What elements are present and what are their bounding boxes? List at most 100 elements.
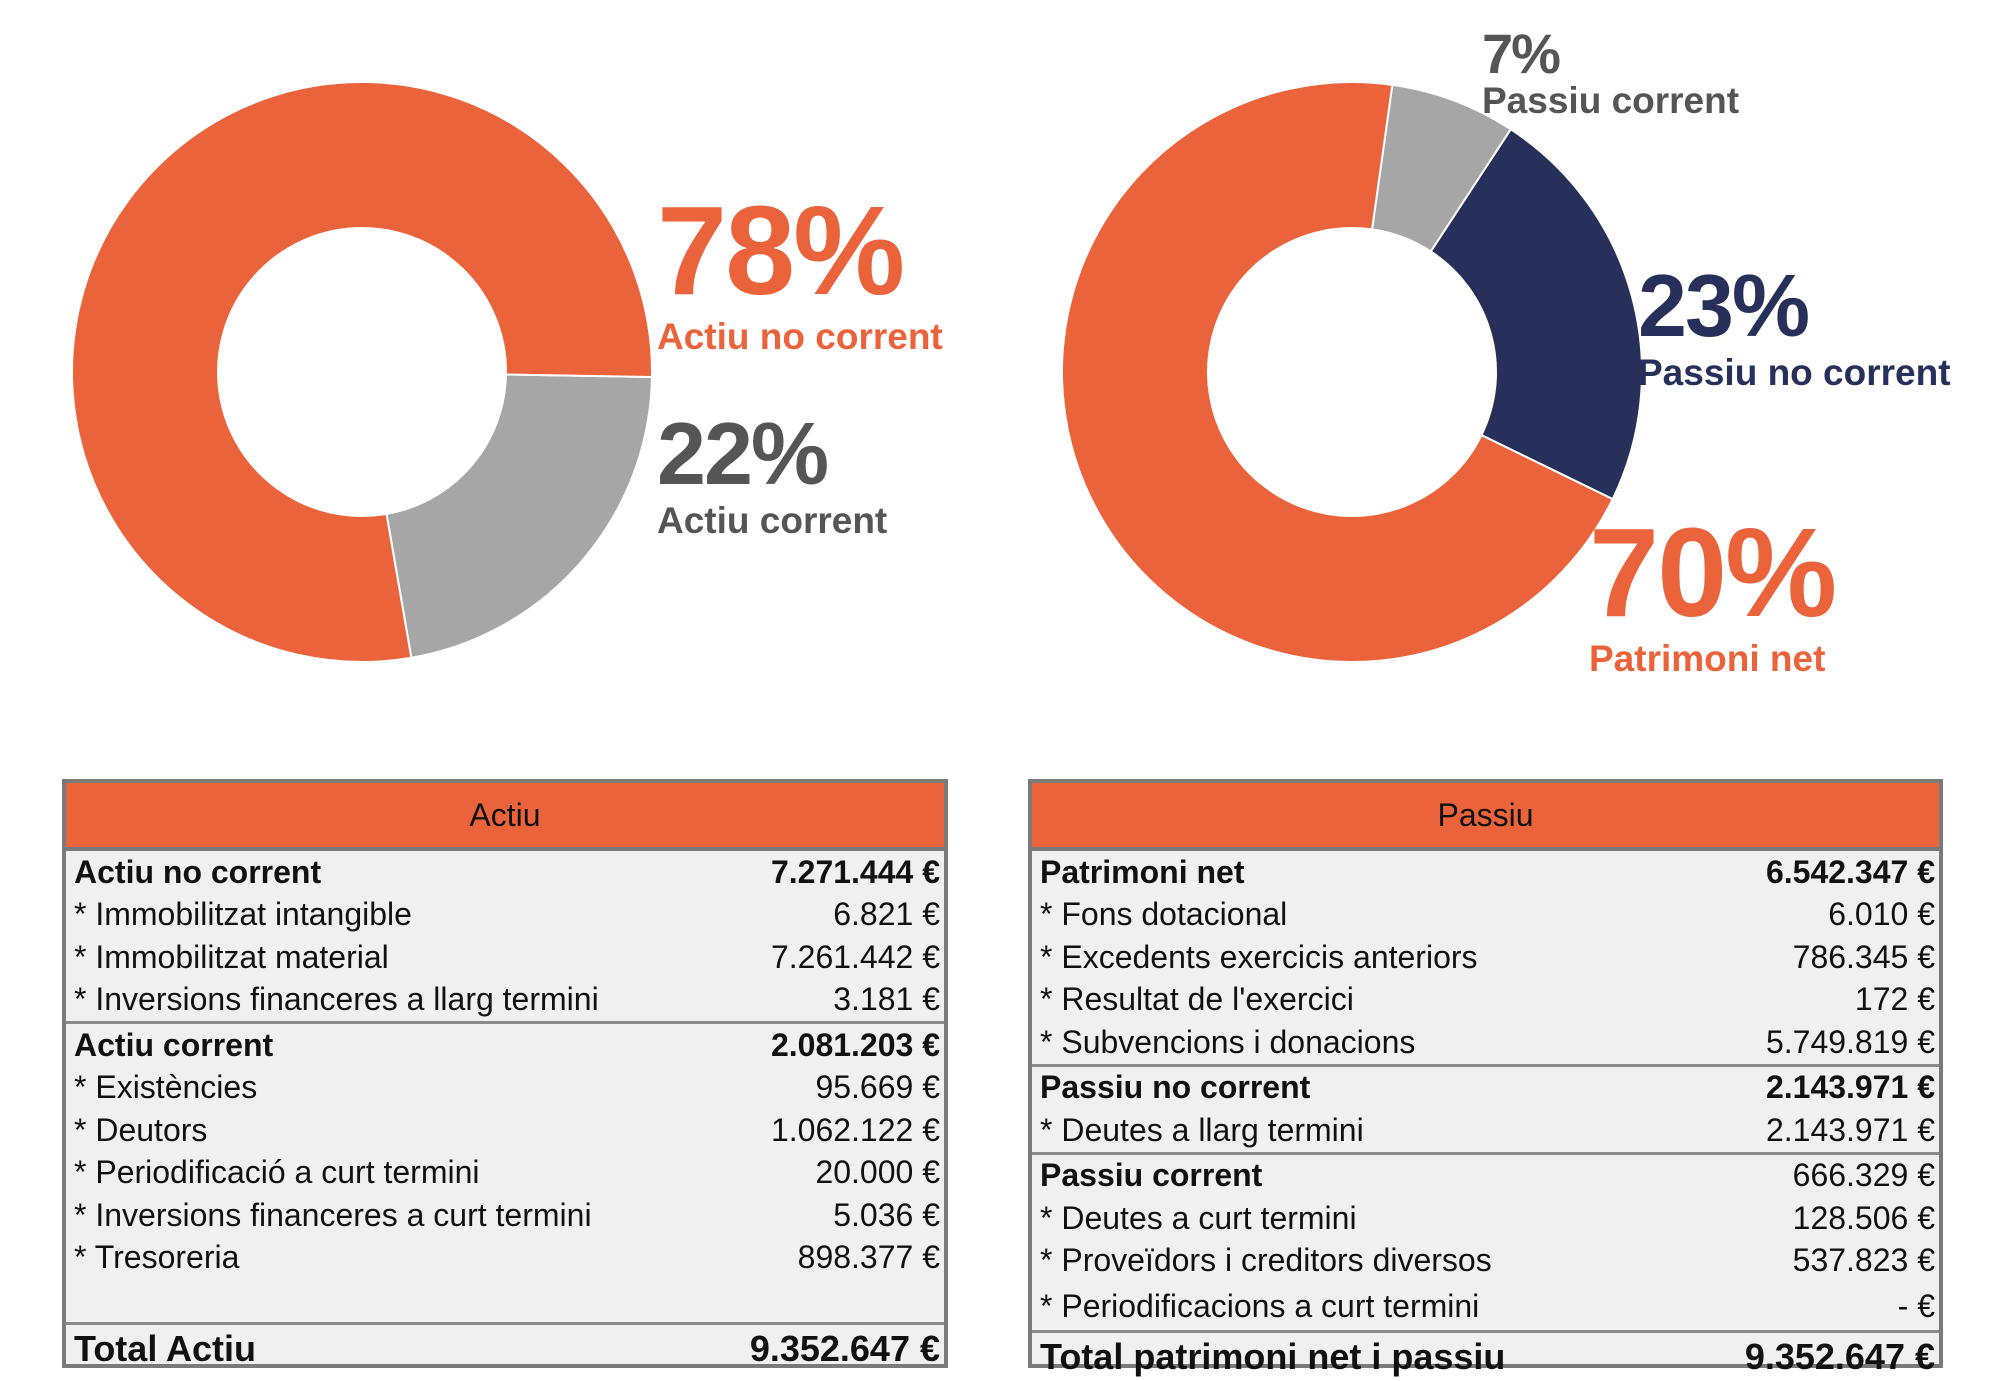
table-row: * Inversions financeres a llarg termini 3…: [66, 979, 944, 1022]
row-value: 6.542.347 €: [1765, 853, 1935, 890]
passiu-slice-patrimoni-net: [1061, 81, 1614, 663]
row-label: Passiu corrent: [1040, 1157, 1263, 1194]
table-row: Actiu no corrent 7.271.444 €: [66, 851, 944, 894]
passiu-donut-chart: [1061, 81, 1643, 663]
row-label: * Excedents exercicis anteriors: [1040, 938, 1478, 975]
row-label: Actiu no corrent: [74, 853, 322, 890]
row-label: Passiu no corrent: [1040, 1069, 1311, 1106]
row-value: 666.329 €: [1792, 1157, 1935, 1194]
name-passiu-corrent: Passiu corrent: [1482, 80, 1740, 121]
row-value: 6.010 €: [1828, 896, 1935, 933]
table-row: Passiu no corrent 2.143.971 €: [1032, 1067, 1939, 1110]
total-label: Total Actiu: [74, 1327, 256, 1369]
row-value: 128.506 €: [1792, 1199, 1935, 1236]
table-row: * Resultat de l'exercici 172 €: [1032, 979, 1939, 1022]
passiu-group-corrent: Passiu corrent 666.329 € * Deutes a curt …: [1032, 1155, 1939, 1333]
table-row: * Fons dotacional 6.010 €: [1032, 894, 1939, 937]
label-passiu-corrent: 7% Passiu corrent: [1482, 22, 1740, 121]
table-row: * Periodificació a curt termini 20.000 €: [66, 1152, 944, 1195]
row-value: 20.000 €: [815, 1154, 940, 1191]
pct-passiu-corrent: 7%: [1482, 22, 1561, 85]
passiu-table: Passiu Patrimoni net 6.542.347 € * Fons d…: [1028, 779, 1943, 1377]
row-value: 786.345 €: [1792, 938, 1935, 975]
row-label: * Tresoreria: [74, 1239, 240, 1276]
row-value: 7.271.444 €: [770, 853, 940, 890]
pct-actiu-corrent: 22%: [657, 404, 829, 503]
label-actiu-corrent: 22% Actiu corrent: [657, 404, 888, 541]
empty-row: [66, 1279, 944, 1322]
name-actiu-no-corrent: Actiu no corrent: [657, 316, 943, 357]
row-label: Patrimoni net: [1040, 853, 1245, 890]
row-value: 2.081.203 €: [770, 1026, 940, 1063]
passiu-table-header: Passiu: [1032, 783, 1939, 851]
row-label: * Resultat de l'exercici: [1040, 981, 1354, 1018]
table-row: * Deutes a llarg termini 2.143.971 €: [1032, 1109, 1939, 1152]
name-passiu-no-corrent: Passiu no corrent: [1638, 352, 1951, 393]
actiu-group-no-corrent: Actiu no corrent 7.271.444 € * Immobilitz…: [66, 851, 944, 1024]
pct-passiu-no-corrent: 23%: [1638, 256, 1810, 355]
row-label: * Subvencions i donacions: [1040, 1023, 1416, 1060]
pct-actiu-no-corrent: 78%: [657, 180, 905, 321]
label-patrimoni-net: 70% Patrimoni net: [1589, 502, 1837, 679]
passiu-group-no-corrent: Passiu no corrent 2.143.971 € * Deutes a …: [1032, 1067, 1939, 1155]
table-row: * Periodificacions a curt termini - €: [1032, 1282, 1939, 1330]
row-label: Actiu corrent: [74, 1026, 274, 1063]
row-value: 2.143.971 €: [1765, 1069, 1935, 1106]
total-label: Total patrimoni net i passiu: [1040, 1336, 1506, 1377]
actiu-total-row: Total Actiu 9.352.647 €: [66, 1325, 944, 1373]
row-value: 5.749.819 €: [1765, 1023, 1935, 1060]
table-row: * Existències 95.669 €: [66, 1067, 944, 1110]
row-value: 2.143.971 €: [1765, 1111, 1935, 1148]
actiu-slice-actiu-corrent: [385, 373, 653, 659]
table-row: * Subvencions i donacions 5.749.819 €: [1032, 1021, 1939, 1064]
row-label: * Existències: [74, 1069, 258, 1106]
row-label: * Immobilitzat material: [74, 938, 389, 975]
table-row: * Excedents exercicis anteriors 786.345 €: [1032, 936, 1939, 979]
row-value: 5.036 €: [833, 1196, 940, 1233]
row-value: 3.181 €: [833, 981, 940, 1018]
row-label: * Immobilitzat intangible: [74, 896, 412, 933]
table-row: * Immobilitzat intangible 6.821 €: [66, 894, 944, 937]
actiu-table-header: Actiu: [66, 783, 944, 851]
row-value: - €: [1897, 1287, 1935, 1324]
pct-patrimoni-net: 70%: [1589, 502, 1837, 643]
passiu-total-row: Total patrimoni net i passiu 9.352.647 €: [1032, 1333, 1939, 1381]
row-value: 172 €: [1854, 981, 1935, 1018]
table-row: * Tresoreria 898.377 €: [66, 1237, 944, 1280]
row-label: * Inversions financeres a llarg termini: [74, 981, 599, 1018]
total-value: 9.352.647 €: [1744, 1336, 1935, 1377]
actiu-donut-chart: [71, 81, 653, 663]
row-label: * Deutes a curt termini: [1040, 1199, 1357, 1236]
row-value: 537.823 €: [1792, 1242, 1935, 1279]
table-row: Patrimoni net 6.542.347 €: [1032, 851, 1939, 894]
table-row: Actiu corrent 2.081.203 €: [66, 1024, 944, 1067]
label-passiu-no-corrent: 23% Passiu no corrent: [1638, 256, 1951, 393]
passiu-group-patrimoni-net: Patrimoni net 6.542.347 € * Fons dotacion…: [1032, 851, 1939, 1067]
passiu-slice-passiu-no-corrent: [1429, 127, 1643, 501]
actiu-table: Actiu Actiu no corrent 7.271.444 € * Immo…: [62, 779, 948, 1369]
name-patrimoni-net: Patrimoni net: [1589, 638, 1826, 679]
row-value: 6.821 €: [833, 896, 940, 933]
row-value: 95.669 €: [815, 1069, 940, 1106]
table-row: * Immobilitzat material 7.261.442 €: [66, 936, 944, 979]
row-label: * Periodificacions a curt termini: [1040, 1287, 1480, 1324]
table-row: * Deutes a curt termini 128.506 €: [1032, 1197, 1939, 1240]
row-label: * Fons dotacional: [1040, 896, 1288, 933]
row-label: * Periodificació a curt termini: [74, 1154, 480, 1191]
table-row: * Proveïdors i creditors diversos 537.823…: [1032, 1240, 1939, 1283]
actiu-slice-actiu-no-corrent: [71, 81, 653, 663]
table-row: * Inversions financeres a curt termini 5.…: [66, 1194, 944, 1237]
row-label: * Proveïdors i creditors diversos: [1040, 1242, 1492, 1279]
row-label: * Inversions financeres a curt termini: [74, 1196, 592, 1233]
row-label: * Deutors: [74, 1111, 208, 1148]
table-row: Passiu corrent 666.329 €: [1032, 1155, 1939, 1198]
table-row: * Deutors 1.062.122 €: [66, 1109, 944, 1152]
label-actiu-no-corrent: 78% Actiu no corrent: [657, 180, 943, 357]
total-value: 9.352.647 €: [749, 1327, 940, 1369]
row-value: 7.261.442 €: [770, 938, 940, 975]
row-value: 1.062.122 €: [770, 1111, 940, 1148]
row-value: 898.377 €: [797, 1239, 940, 1276]
name-actiu-corrent: Actiu corrent: [657, 500, 888, 541]
row-label: * Deutes a llarg termini: [1040, 1111, 1364, 1148]
actiu-group-corrent: Actiu corrent 2.081.203 € * Existències 95…: [66, 1024, 944, 1325]
